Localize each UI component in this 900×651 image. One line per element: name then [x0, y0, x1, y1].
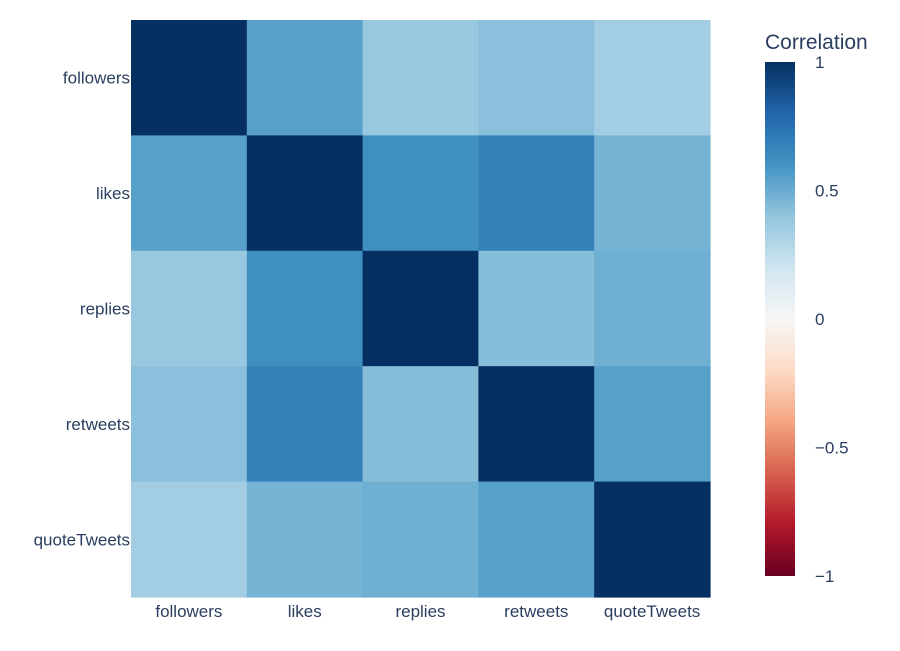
heatmap-cell-replies-followers [131, 250, 248, 367]
heatmap-cell-quoteTweets-followers [131, 481, 248, 598]
heatmap-cell-followers-retweets [478, 20, 595, 136]
heatmap-cell-retweets-retweets [478, 366, 595, 483]
heatmap-cell-retweets-likes [246, 366, 364, 483]
x-tick-label: quoteTweets [604, 602, 700, 621]
heatmap-cell-replies-retweets [478, 250, 595, 367]
heatmap-cell-likes-quoteTweets [594, 135, 711, 252]
colorbar-tick-label: 0 [815, 310, 824, 329]
heatmap-cell-replies-likes [246, 250, 364, 367]
colorbar-ticks: 1 0.5 0 −0.5 −1 [815, 53, 849, 586]
heatmap-cell-replies-replies [362, 250, 479, 367]
heatmap-cell-likes-replies [362, 135, 479, 252]
colorbar-tick-label: 1 [815, 53, 824, 72]
x-tick-label: likes [288, 602, 322, 621]
colorbar-title: Correlation [765, 31, 868, 54]
heatmap-cell-likes-likes [246, 135, 364, 252]
colorbar-tick-label: −0.5 [815, 439, 849, 458]
heatmap-cell-followers-followers [131, 20, 248, 136]
y-tick-label: quoteTweets [34, 530, 130, 549]
heatmap-cell-likes-retweets [478, 135, 595, 252]
heatmap-cell-retweets-replies [362, 366, 479, 483]
colorbar-gradient [765, 62, 795, 576]
heatmap-cell-followers-replies [362, 20, 479, 136]
heatmap-cell-quoteTweets-retweets [478, 481, 595, 598]
x-tick-label: replies [395, 602, 445, 621]
x-tick-label: followers [155, 602, 222, 621]
y-axis-ticks: followers likes replies retweets quoteTweets [34, 69, 130, 550]
heatmap-cell-replies-quoteTweets [594, 250, 711, 367]
y-tick-label: followers [63, 69, 130, 88]
y-tick-label: replies [80, 300, 130, 319]
x-axis-ticks: followers likes replies retweets quoteTweets [155, 602, 700, 621]
colorbar: Correlation 1 0.5 0 −0.5 −1 [765, 31, 868, 586]
heatmap-cell-retweets-quoteTweets [594, 366, 711, 483]
heatmap-cell-retweets-followers [131, 366, 248, 483]
heatmap-cell-quoteTweets-quoteTweets [594, 481, 711, 598]
colorbar-tick-label: −1 [815, 567, 834, 586]
heatmap-cells [131, 20, 711, 598]
y-tick-label: likes [96, 184, 130, 203]
heatmap-cell-quoteTweets-likes [246, 481, 364, 598]
colorbar-tick-label: 0.5 [815, 182, 839, 201]
x-tick-label: retweets [504, 602, 568, 621]
y-tick-label: retweets [66, 415, 130, 434]
heatmap-cell-quoteTweets-replies [362, 481, 479, 598]
heatmap-cell-followers-quoteTweets [594, 20, 711, 136]
heatmap-cell-likes-followers [131, 135, 248, 252]
heatmap-cell-followers-likes [246, 20, 364, 136]
